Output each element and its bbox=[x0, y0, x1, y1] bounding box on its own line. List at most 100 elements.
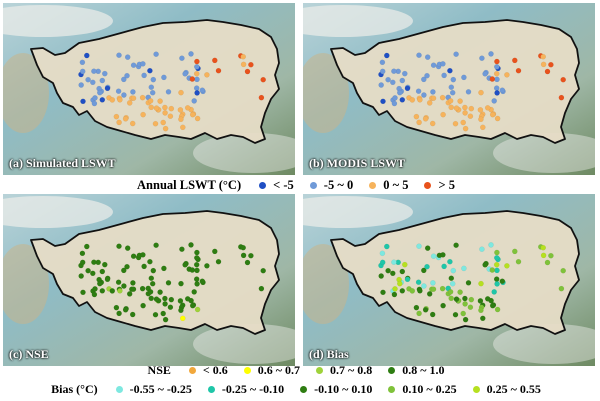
lake-point bbox=[148, 295, 154, 302]
legend-label: 0 ~ 5 bbox=[383, 177, 409, 192]
lake-point bbox=[162, 316, 169, 323]
lake-point bbox=[429, 120, 436, 127]
lake-point bbox=[260, 267, 266, 274]
panel-bias: (d) Bias bbox=[303, 194, 595, 366]
lake-point bbox=[178, 307, 184, 314]
lake-point bbox=[494, 267, 500, 274]
lake-point bbox=[240, 53, 246, 60]
lake-point bbox=[488, 242, 494, 248]
lake-point bbox=[121, 92, 127, 98]
lake-point bbox=[130, 95, 137, 101]
lake-point bbox=[141, 263, 147, 270]
lake-point bbox=[124, 263, 130, 270]
cloud-shape bbox=[193, 133, 295, 173]
lake-point bbox=[199, 278, 206, 284]
legend-label: > 5 bbox=[438, 177, 455, 192]
lake-point bbox=[385, 267, 391, 274]
lake-point bbox=[493, 276, 500, 282]
lake-point bbox=[504, 263, 510, 269]
lake-point bbox=[147, 67, 153, 74]
lake-point bbox=[130, 286, 137, 292]
lake-point bbox=[189, 267, 196, 273]
lake-point bbox=[422, 116, 429, 122]
lake-point bbox=[429, 311, 436, 318]
legend-dot bbox=[259, 181, 267, 189]
lake-point bbox=[179, 55, 185, 61]
lake-point bbox=[148, 84, 155, 90]
lake-point bbox=[515, 258, 522, 265]
lake-point bbox=[409, 288, 416, 294]
lake-point bbox=[165, 89, 172, 95]
lake-point bbox=[104, 85, 111, 92]
legend-label: -0.10 ~ 0.10 bbox=[314, 381, 373, 396]
lake-point bbox=[182, 262, 188, 268]
lake-point bbox=[180, 315, 186, 322]
panel-label-d: (d) Bias bbox=[309, 347, 349, 361]
lake-point bbox=[147, 258, 153, 265]
lake-point bbox=[460, 119, 466, 126]
legend-label: < 0.6 bbox=[202, 363, 228, 377]
legend-item-nse-1: < 0.6 bbox=[188, 363, 228, 378]
lake-point bbox=[121, 267, 127, 274]
lake-point bbox=[447, 98, 454, 104]
lake-point bbox=[480, 315, 486, 322]
lake-point bbox=[460, 310, 466, 317]
lake-point bbox=[189, 302, 196, 309]
lake-point bbox=[79, 59, 86, 66]
lake-point bbox=[152, 120, 159, 127]
lake-point bbox=[447, 67, 453, 74]
lake-point bbox=[91, 259, 97, 265]
lake-point bbox=[260, 76, 266, 83]
legend-annual-lswt: Annual LSWT (°C) < -5 -5 ~ 0 0 ~ 5 > 5 bbox=[0, 176, 600, 194]
lake-point bbox=[404, 85, 411, 92]
lake-point bbox=[440, 61, 446, 67]
lake-point bbox=[512, 57, 518, 64]
lake-point bbox=[109, 288, 116, 294]
lake-point bbox=[124, 72, 130, 79]
lake-point bbox=[392, 286, 398, 292]
legend-item-nse-2: 0.6 ~ 0.7 bbox=[243, 363, 300, 378]
lake-point bbox=[512, 248, 518, 255]
lake-point bbox=[540, 53, 546, 60]
lake-point bbox=[430, 89, 436, 95]
lake-point bbox=[385, 76, 391, 83]
lake-point bbox=[139, 285, 146, 292]
lake-point bbox=[439, 94, 446, 101]
lake-point bbox=[79, 259, 86, 266]
lake-point bbox=[188, 51, 194, 57]
lake-point bbox=[391, 100, 398, 107]
cloud-shape bbox=[193, 324, 295, 364]
lake-point bbox=[79, 68, 86, 75]
plateau-boundary bbox=[330, 210, 580, 335]
lake-point bbox=[404, 276, 411, 283]
lake-point bbox=[117, 97, 123, 103]
lake-point bbox=[416, 52, 422, 58]
lake-point bbox=[440, 302, 446, 309]
lake-point bbox=[177, 298, 184, 304]
legend-label: -5 ~ 0 bbox=[323, 177, 354, 192]
lake-point bbox=[78, 82, 84, 88]
lake-point bbox=[462, 125, 469, 132]
lake-point bbox=[178, 280, 184, 287]
legend-item-bias-5: 0.25 ~ 0.55 bbox=[472, 382, 541, 397]
lake-point bbox=[188, 242, 194, 248]
lake-point bbox=[491, 98, 497, 104]
lake-point bbox=[161, 265, 167, 272]
legend-item-lswt-2: -5 ~ 0 bbox=[309, 177, 354, 193]
lake-point bbox=[80, 289, 86, 296]
legend-item-lswt-3: 0 ~ 5 bbox=[369, 178, 408, 193]
lake-point bbox=[491, 289, 497, 295]
lake-point bbox=[489, 302, 496, 309]
lake-point bbox=[109, 97, 116, 103]
lake-point bbox=[130, 280, 136, 286]
lake-point bbox=[415, 279, 422, 285]
lake-point bbox=[424, 245, 431, 251]
lake-point bbox=[184, 296, 191, 302]
lake-point bbox=[465, 89, 472, 95]
lake-point bbox=[92, 286, 98, 292]
lake-point bbox=[493, 70, 500, 77]
map-modis-lswt bbox=[303, 3, 595, 175]
lake-point bbox=[430, 253, 437, 259]
lake-point bbox=[417, 288, 423, 294]
lake-point bbox=[415, 88, 422, 94]
